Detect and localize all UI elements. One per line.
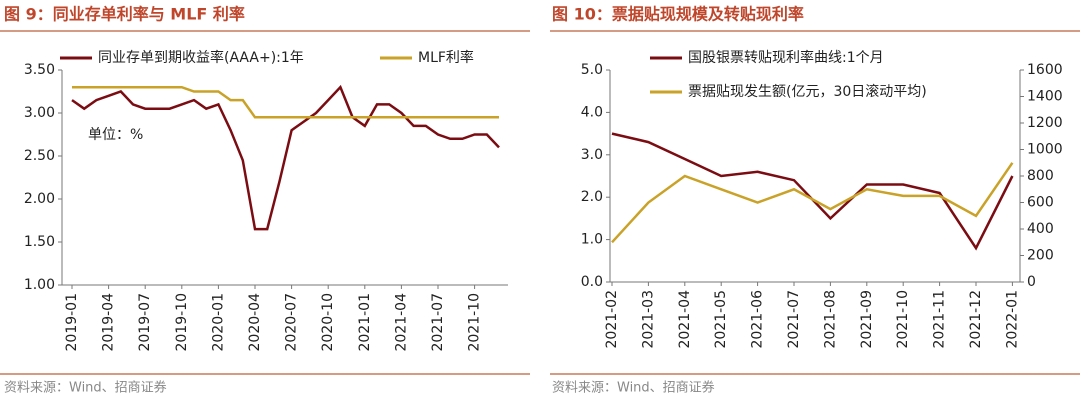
y-tick-label: 3.00	[24, 105, 55, 121]
y2-tick-label: 0	[1027, 274, 1036, 290]
x-tick-label: 2021-07	[430, 293, 446, 352]
y-tick-label: 0.0	[581, 274, 603, 290]
chart-title: 图 10：票据贴现规模及转贴现利率	[552, 5, 804, 24]
x-tick-label: 2022-01	[1004, 290, 1020, 349]
source: 资料来源：Wind、招商证券	[552, 380, 715, 396]
y-tick-label: 3.0	[581, 147, 603, 163]
x-tick-label: 2020-01	[210, 293, 226, 352]
series-line	[611, 132, 1014, 251]
x-tick-label: 2020-04	[247, 293, 263, 352]
x-tick-label: 2021-07	[786, 290, 802, 349]
y-tick-label: 4.0	[581, 104, 603, 120]
chart-title: 图 9：同业存单利率与 MLF 利率	[4, 5, 245, 24]
y-tick-label: 1.50	[24, 234, 55, 250]
legend-label: 票据贴现发生额(亿元，30日滚动平均)	[688, 83, 927, 100]
x-tick-label: 2021-11	[932, 290, 948, 349]
y-tick-label: 1.0	[581, 232, 603, 248]
y-tick-label: 2.00	[24, 191, 55, 207]
y-tick-label: 5.0	[581, 62, 603, 78]
legend-label: MLF利率	[418, 49, 474, 66]
x-tick-label: 2019-04	[101, 293, 117, 352]
y2-tick-label: 1000	[1027, 142, 1063, 158]
series-line	[71, 84, 500, 231]
x-tick-label: 2021-01	[357, 293, 373, 352]
x-tick-label: 2021-10	[895, 290, 911, 349]
y-tick-label: 1.00	[24, 277, 55, 293]
x-tick-label: 2021-10	[467, 293, 483, 352]
y2-tick-label: 1400	[1027, 89, 1063, 105]
x-tick-label: 2019-10	[174, 293, 190, 352]
x-tick-label: 2021-12	[968, 290, 984, 349]
x-tick-label: 2019-01	[64, 293, 80, 352]
x-tick-label: 2021-04	[677, 290, 693, 349]
x-tick-label: 2021-09	[859, 290, 875, 349]
series-line	[611, 162, 1014, 244]
x-tick-label: 2021-04	[393, 293, 409, 352]
x-tick-label: 2021-06	[750, 290, 766, 349]
y2-tick-label: 600	[1027, 195, 1054, 211]
annotation: 单位：%	[88, 127, 143, 143]
x-tick-label: 2021-02	[604, 290, 620, 349]
x-tick-label: 2021-08	[822, 290, 838, 349]
series-line	[72, 85, 499, 119]
x-tick-label: 2020-07	[284, 293, 300, 352]
source: 资料来源：Wind、招商证券	[4, 380, 167, 396]
x-tick-label: 2020-10	[320, 293, 336, 352]
y2-tick-label: 200	[1027, 248, 1054, 264]
legend-label: 国股银票转贴现利率曲线:1个月	[688, 49, 884, 66]
legend-label: 同业存单到期收益率(AAA+):1年	[98, 49, 304, 66]
x-tick-label: 2019-07	[137, 293, 153, 352]
y-tick-label: 2.50	[24, 148, 55, 164]
y2-tick-label: 1200	[1027, 115, 1063, 131]
y-tick-label: 2.0	[581, 189, 603, 205]
y2-tick-label: 800	[1027, 168, 1054, 184]
x-tick-label: 2021-05	[713, 290, 729, 349]
y-tick-label: 3.50	[24, 62, 55, 78]
y2-tick-label: 1600	[1027, 62, 1063, 78]
x-tick-label: 2021-03	[640, 290, 656, 349]
y2-tick-label: 400	[1027, 221, 1054, 237]
